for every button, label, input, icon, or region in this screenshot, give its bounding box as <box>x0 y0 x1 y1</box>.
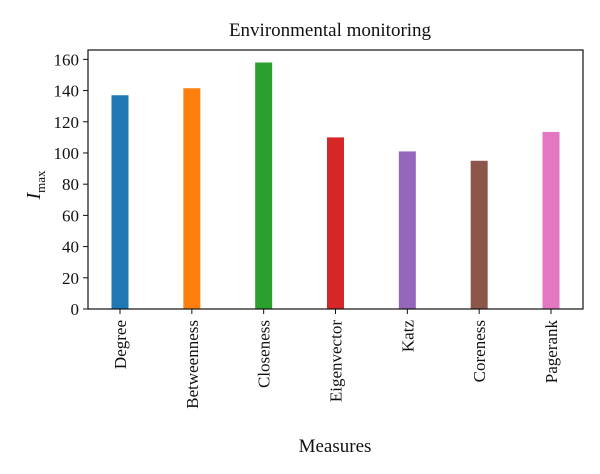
x-tick-label-degree: Degree <box>111 320 130 369</box>
bar-katz <box>398 151 416 309</box>
y-tick-label: 160 <box>54 50 80 69</box>
y-tick-label: 80 <box>62 175 79 194</box>
bar-betweenness <box>183 88 201 309</box>
bar-degree <box>111 95 129 310</box>
y-axis: 0 20 40 60 80 100 120 140 160 <box>54 50 88 319</box>
y-tick-label: 60 <box>62 206 79 225</box>
y-tick-label: 120 <box>54 113 80 132</box>
x-axis: Degree Betweenness Closeness Eigenvector Kat… <box>111 309 561 409</box>
y-axis-label-sub: max <box>33 170 48 193</box>
bar-pagerank <box>542 131 560 309</box>
bar-coreness <box>470 160 488 309</box>
bar-closeness <box>255 62 273 309</box>
x-tick-label-coreness: Coreness <box>470 320 489 382</box>
x-tick-label-eigenvector: Eigenvector <box>327 320 346 402</box>
x-tick-label-katz: Katz <box>398 320 417 353</box>
x-tick-label-closeness: Closeness <box>255 320 274 388</box>
bars-group <box>111 62 560 310</box>
x-axis-label: Measures <box>299 436 372 457</box>
y-axis-label: Imax <box>23 170 48 201</box>
y-tick-label: 140 <box>54 82 80 101</box>
plot-area <box>87 49 584 310</box>
x-tick-label-pagerank: Pagerank <box>542 320 561 384</box>
y-tick-label: 0 <box>71 300 80 319</box>
y-axis-label-main: I <box>23 192 45 201</box>
y-tick-label: 20 <box>62 269 79 288</box>
x-tick-label-betweenness: Betweenness <box>183 320 202 409</box>
y-tick-label: 100 <box>54 144 80 163</box>
bar-eigenvector <box>327 137 344 309</box>
y-tick-label: 40 <box>62 238 79 257</box>
chart-title: Environmental monitoring <box>229 20 432 41</box>
